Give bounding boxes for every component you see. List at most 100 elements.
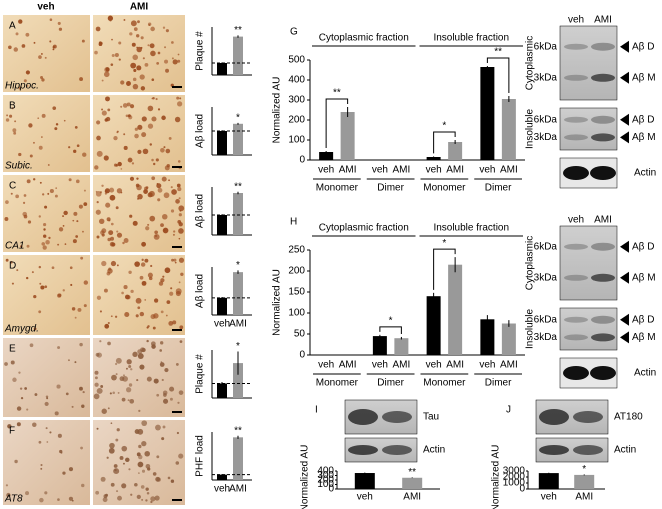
panel-letter: F [9, 426, 15, 437]
significance: ** [333, 88, 341, 99]
stain-dot [178, 197, 181, 200]
stain-dot [147, 44, 150, 47]
stain-dot [20, 396, 24, 400]
stain-dot [58, 227, 64, 232]
stain-dot [94, 370, 99, 375]
stain-dot [11, 107, 14, 110]
blot-band [564, 43, 588, 50]
fraction-label: Insoluble fraction [433, 223, 509, 234]
stain-dot [115, 357, 122, 364]
column-header: veh [37, 2, 54, 13]
significance-bracket [433, 248, 456, 290]
stain-dot [136, 177, 139, 180]
panel-letter: B [9, 101, 16, 112]
stain-dot [155, 97, 158, 101]
stain-dot [74, 316, 77, 319]
stain-dot [164, 267, 171, 274]
bar [340, 112, 355, 160]
y-tick-label: 200 [317, 475, 334, 486]
stain-dot [25, 491, 30, 496]
blot-band [591, 333, 615, 342]
stain-dot [177, 101, 183, 107]
stain-dot [150, 496, 156, 502]
stain-dot [133, 27, 138, 31]
stain-dot [136, 65, 142, 71]
stain-dot [26, 179, 31, 184]
stain-dot [109, 442, 115, 449]
stain-dot [124, 311, 130, 318]
arrowhead [620, 331, 629, 344]
x-tick-label: AMI [500, 165, 518, 176]
stain-dot [96, 135, 101, 141]
stain-dot [148, 190, 155, 197]
stain-dot [117, 391, 120, 394]
stain-dot [24, 387, 28, 390]
y-axis-label: Aβ load [195, 194, 206, 228]
stain-dot [175, 199, 180, 204]
stain-dot [165, 29, 169, 33]
bar [233, 363, 243, 398]
stain-dot [178, 281, 181, 284]
x-tick-label: AMI [392, 165, 410, 176]
stain-dot [101, 408, 107, 414]
x-tick-label: veh [318, 360, 334, 371]
stain-dot [175, 290, 181, 297]
stain-dot [176, 183, 181, 188]
stain-dot [100, 385, 104, 388]
stain-dot [160, 310, 164, 314]
significance: * [582, 464, 586, 475]
bar [501, 323, 516, 355]
significance: * [236, 112, 240, 123]
stain-dot [52, 48, 55, 51]
blot-band [564, 316, 588, 323]
x-tick-label: AMI [446, 360, 464, 371]
stain-dot [149, 143, 153, 146]
stain-dot [154, 495, 160, 501]
stain-dot [102, 497, 108, 503]
stain-dot [135, 297, 142, 304]
stain-dot [170, 209, 175, 213]
stain-dot [16, 406, 22, 411]
y-tick-label: 200 [288, 266, 305, 277]
stain-dot [16, 422, 21, 427]
group-label: Monomer [423, 378, 466, 389]
blot-row-label: Tau [423, 412, 439, 423]
stain-dot [126, 387, 132, 393]
stain-dot [132, 83, 139, 90]
stain-dot [130, 20, 137, 27]
stain-dot [163, 146, 166, 149]
stain-dot [105, 96, 110, 102]
x-tick-label: veh [357, 492, 373, 503]
y-tick-label: 0 [328, 484, 334, 495]
stain-dot [113, 163, 118, 167]
stain-dot [33, 327, 37, 331]
region-label: AT8 [4, 494, 23, 505]
stain-dot [78, 204, 83, 209]
stain-dot [126, 81, 131, 86]
stain-dot [165, 68, 170, 73]
stain-dot [137, 428, 144, 435]
x-tick-label: AMI [229, 484, 247, 495]
stain-dot [164, 368, 169, 373]
stain-dot [166, 164, 170, 168]
stain-dot [44, 285, 48, 289]
band-label: Aβ M [632, 132, 656, 143]
stain-dot [113, 136, 118, 141]
stain-dot [94, 50, 98, 55]
stain-dot [177, 53, 180, 56]
stain-dot [110, 222, 114, 226]
fraction-label: Cytoplasmic fraction [319, 223, 409, 234]
stain-dot [156, 182, 159, 185]
bar [217, 63, 227, 75]
stain-dot [26, 276, 29, 280]
blot-band [382, 411, 412, 423]
stain-dot [134, 261, 140, 267]
stain-dot [62, 224, 65, 227]
stain-dot [137, 197, 139, 200]
stain-dot [82, 230, 84, 233]
group-label: Monomer [316, 183, 359, 194]
stain-dot [57, 346, 61, 350]
stain-dot [40, 76, 44, 80]
stain-dot [171, 57, 174, 60]
stain-dot [108, 219, 111, 222]
